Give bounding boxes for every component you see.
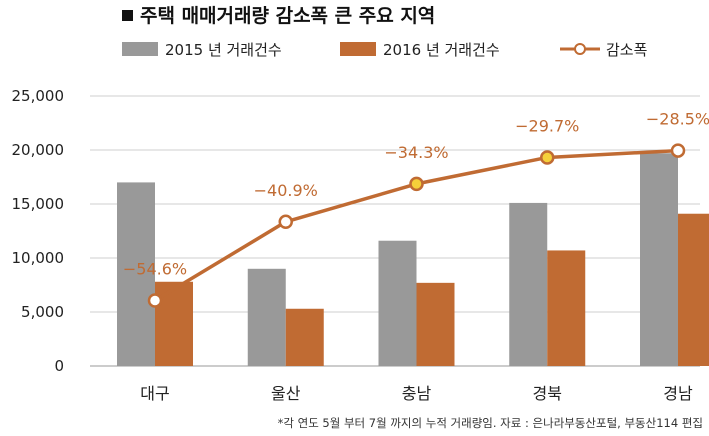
category-label-경북: 경북: [533, 384, 562, 403]
bar-2015-경북: [509, 202, 548, 366]
decrease-point-충남: [409, 176, 424, 192]
category-label-충남: 충남: [402, 384, 432, 403]
title-square-icon: [122, 10, 133, 21]
y-tick-label: 0: [54, 357, 64, 375]
y-tick-label: 25,000: [12, 87, 65, 105]
legend-label-2016: 2016 년 거래건수: [383, 41, 500, 59]
bar-2015-대구: [117, 182, 155, 366]
y-tick-label: 20,000: [12, 141, 65, 159]
bars: [117, 153, 709, 366]
category-labels: 대구 울산 충남 경북 경남: [140, 384, 693, 403]
decrease-point-경북: [540, 150, 555, 165]
legend-swatch-2015: [122, 42, 158, 56]
y-tick-label: 15,000: [12, 195, 65, 213]
decrease-label-대구: −54.6%: [123, 260, 187, 279]
bar-2016-경북: [547, 250, 586, 366]
decrease-point-울산: [278, 214, 293, 230]
category-label-대구: 대구: [140, 384, 169, 403]
legend-label-decrease: 감소폭: [606, 41, 647, 59]
bar-2016-충남: [416, 282, 455, 366]
bar-2015-경남: [640, 153, 678, 366]
decrease-line-layer: −54.6% −40.9% −34.3% −29.7% −28.5%: [123, 110, 709, 308]
bar-2016-경남: [678, 213, 709, 366]
y-tick-label: 10,000: [12, 249, 65, 267]
legend-marker-decrease: [574, 43, 586, 55]
decrease-label-울산: −40.9%: [254, 181, 318, 200]
bar-2015-충남: [378, 240, 417, 366]
bar-2015-울산: [247, 268, 286, 366]
footnote: *각 연도 5월 부터 7월 까지의 누적 거래량임. 자료 : 은나라부동산포…: [278, 416, 703, 430]
legend: 2015 년 거래건수 2016 년 거래건수 감소폭: [122, 41, 647, 59]
bar-2016-대구: [155, 281, 193, 366]
decrease-label-경남: −28.5%: [646, 110, 709, 129]
decrease-label-충남: −34.3%: [384, 143, 448, 162]
legend-swatch-2016: [340, 42, 376, 56]
decrease-point-경남: [670, 143, 686, 158]
chart-title: 주택 매매거래량 감소폭 큰 주요 지역: [140, 5, 435, 27]
category-label-울산: 울산: [271, 384, 301, 403]
y-axis-tick-labels: 0 5,000 10,000 15,000 20,000 25,000: [12, 87, 65, 375]
y-tick-label: 5,000: [21, 303, 64, 321]
decrease-label-경북: −29.7%: [515, 116, 579, 135]
legend-label-2015: 2015 년 거래건수: [165, 41, 282, 59]
category-label-경남: 경남: [663, 384, 693, 403]
decrease-point-대구: [147, 293, 163, 308]
bar-2016-울산: [285, 308, 324, 366]
